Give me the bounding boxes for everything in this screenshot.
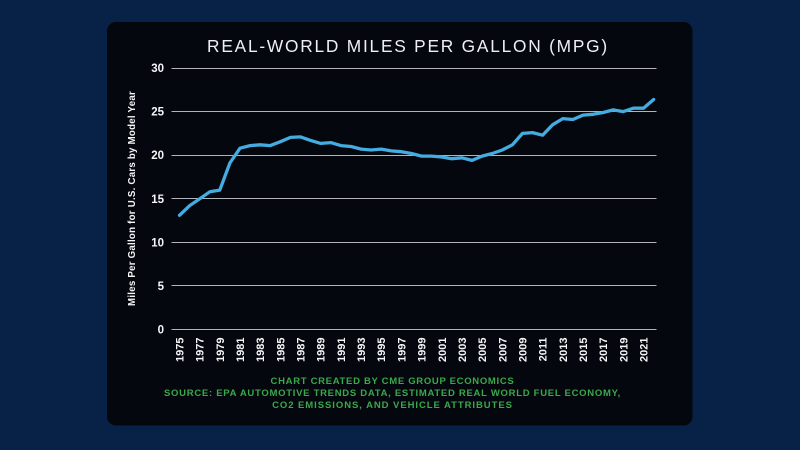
svg-text:2011: 2011 <box>538 338 550 362</box>
svg-text:0: 0 <box>158 324 164 336</box>
svg-text:1995: 1995 <box>376 338 388 362</box>
svg-text:REAL-WORLD MILES PER GALLON (M: REAL-WORLD MILES PER GALLON (MPG) <box>207 36 609 56</box>
svg-text:1983: 1983 <box>255 338 267 362</box>
svg-text:2017: 2017 <box>598 338 610 362</box>
svg-text:2019: 2019 <box>618 338 630 362</box>
svg-text:2003: 2003 <box>457 338 469 362</box>
svg-text:2013: 2013 <box>558 338 570 362</box>
svg-text:2009: 2009 <box>518 338 530 362</box>
svg-text:1987: 1987 <box>296 338 308 362</box>
svg-text:30: 30 <box>151 63 164 75</box>
svg-text:1979: 1979 <box>215 338 227 362</box>
svg-text:10: 10 <box>151 237 164 249</box>
svg-text:2001: 2001 <box>437 338 449 362</box>
svg-text:Miles Per Gallon for U.S. Cars: Miles Per Gallon for U.S. Cars by Model … <box>127 91 138 306</box>
svg-text:1997: 1997 <box>396 338 408 362</box>
svg-text:2005: 2005 <box>477 338 489 362</box>
svg-text:1993: 1993 <box>356 338 368 362</box>
svg-text:2021: 2021 <box>639 338 651 362</box>
svg-text:1981: 1981 <box>235 338 247 362</box>
svg-text:1991: 1991 <box>336 338 348 362</box>
svg-text:1985: 1985 <box>275 338 287 362</box>
svg-text:SOURCE: EPA AUTOMOTIVE TRENDS: SOURCE: EPA AUTOMOTIVE TRENDS DATA, ESTI… <box>164 388 621 399</box>
svg-text:15: 15 <box>151 194 164 206</box>
svg-text:1975: 1975 <box>175 338 187 362</box>
svg-text:2007: 2007 <box>497 338 509 362</box>
svg-text:20: 20 <box>151 150 164 162</box>
svg-text:CHART CREATED BY CME GROUP ECO: CHART CREATED BY CME GROUP ECONOMICS <box>271 376 515 387</box>
svg-text:1977: 1977 <box>195 338 207 362</box>
svg-text:1989: 1989 <box>316 338 328 362</box>
svg-text:1999: 1999 <box>417 338 429 362</box>
svg-text:5: 5 <box>158 281 165 293</box>
svg-text:2015: 2015 <box>578 338 590 362</box>
svg-text:CO2 EMISSIONS, AND VEHICLE ATT: CO2 EMISSIONS, AND VEHICLE ATTRIBUTES <box>272 400 513 411</box>
svg-text:25: 25 <box>151 107 164 119</box>
